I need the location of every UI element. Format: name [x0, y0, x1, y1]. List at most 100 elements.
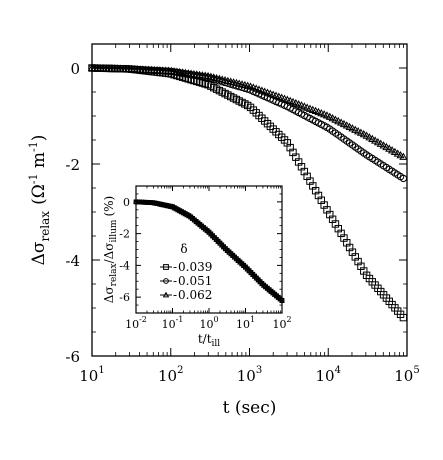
main-x-tick-label: 102: [158, 365, 183, 385]
inset-series-group: [133, 198, 285, 304]
legend-dash: -: [173, 288, 177, 302]
legend-dash: -: [173, 260, 177, 274]
inset-marker: [264, 285, 271, 291]
inset-marker: [266, 287, 272, 293]
inset-marker: [261, 282, 267, 288]
inset-marker: [228, 251, 234, 257]
inset-marker: [275, 294, 282, 300]
inset-marker: [257, 279, 263, 285]
inset-marker: [195, 220, 201, 226]
legend-marker-triangle: [162, 291, 170, 298]
legend-label: 0.062: [178, 288, 212, 302]
main-x-axis-label: t (sec): [223, 398, 277, 418]
inset-marker: [224, 247, 230, 253]
inset-y-tick-label: -6: [119, 291, 130, 304]
main-y-tick-label: 0: [70, 60, 80, 78]
main-y-tick-label: -6: [65, 348, 80, 366]
legend-marker-square: [163, 264, 169, 270]
inset-marker: [253, 275, 260, 281]
inset-marker: [255, 277, 262, 283]
inset-marker: [259, 281, 265, 287]
inset-marker: [213, 237, 220, 243]
main-plot: 101 102 103 104 105 0 -2 -4 -6 t (sec) Δσrelax(Ω…: [27, 43, 420, 418]
inset-marker: [193, 219, 199, 225]
inset-marker: [217, 240, 223, 246]
inset-legend-entry: -0.051: [160, 274, 212, 288]
main-series-group: [87, 63, 408, 322]
inset-x-tick-label: 101: [236, 315, 255, 331]
inset-x-tick-label: 100: [199, 315, 218, 331]
inset-marker: [231, 254, 238, 260]
inset-marker: [240, 262, 247, 268]
inset-y-axis-label: Δσrelax/Δσillum(%): [102, 196, 119, 303]
inset-x-tick-label: 10-1: [162, 315, 184, 331]
inset-marker: [279, 298, 285, 303]
inset-series-triangle: [133, 198, 285, 303]
inset-marker: [251, 273, 258, 279]
inset-marker: [229, 252, 236, 258]
legend-label: 0.039: [178, 260, 212, 274]
main-x-tick-label: 104: [316, 365, 341, 385]
main-y-tick-label: -2: [65, 156, 80, 174]
inset-marker: [204, 228, 210, 234]
inset-plot-frame: [135, 185, 283, 314]
inset-axis-ticks: 10-2 10-1 100 101 102 0 -2 -4 -6: [119, 185, 292, 331]
main-x-tick-label: 101: [79, 365, 104, 385]
inset-marker: [202, 226, 209, 232]
inset-marker: [262, 284, 269, 290]
inset-marker: [191, 217, 198, 223]
inset-marker: [186, 213, 192, 219]
inset-legend: -0.039- 0.051- 0.062: [160, 260, 212, 302]
main-y-tick-label: -4: [65, 252, 80, 270]
main-marker: [399, 152, 408, 160]
inset-marker: [209, 233, 216, 239]
legend-marker-circle: [163, 278, 169, 284]
legend-dash: -: [173, 274, 177, 288]
inset-marker: [244, 266, 251, 272]
inset-x-axis-label: t/till: [198, 332, 220, 349]
inset-legend-entry: -0.039: [160, 260, 212, 274]
inset-marker: [215, 238, 221, 244]
inset-y-tick-label: 0: [123, 196, 130, 209]
inset-marker: [277, 296, 283, 302]
inset-marker: [242, 264, 249, 270]
inset-y-tick-label: -4: [119, 259, 130, 272]
inset-marker: [206, 229, 212, 235]
inset-plot: 10-2 10-1 100 101 102 0 -2 -4 -6 t/till Δσrelax/…: [102, 185, 292, 349]
inset-marker: [250, 271, 256, 277]
inset-marker: [208, 231, 214, 237]
inset-marker: [268, 288, 274, 294]
inset-marker: [198, 223, 205, 229]
inset-y-tick-label: -2: [119, 228, 130, 241]
inset-x-tick-label: 10-2: [125, 315, 147, 331]
inset-marker: [222, 246, 229, 252]
inset-marker: [235, 257, 241, 263]
inset-marker: [237, 259, 243, 265]
inset-marker: [226, 249, 232, 255]
inset-x-tick-label: 102: [272, 315, 291, 331]
inset-marker: [273, 293, 280, 299]
inset-marker: [233, 256, 240, 262]
inset-marker: [188, 214, 194, 220]
inset-marker: [270, 290, 276, 296]
legend-label: 0.051: [178, 274, 212, 288]
main-y-axis-label-sub: relax: [38, 211, 52, 242]
inset-marker: [239, 261, 245, 267]
inset-marker: [211, 235, 218, 241]
inset-legend-entry: -0.062: [160, 288, 212, 302]
main-marker: [399, 174, 408, 183]
inset-marker: [219, 242, 225, 248]
main-x-tick-label: 103: [237, 365, 262, 385]
main-marker: [399, 313, 408, 322]
inset-marker: [248, 270, 254, 276]
main-x-tick-label: 105: [394, 365, 419, 385]
inset-marker: [220, 244, 227, 250]
main-axis-ticks: 101 102 103 104 105 0 -2 -4 -6: [65, 43, 420, 385]
inset-marker: [200, 225, 207, 231]
inset-legend-title: δ: [180, 242, 187, 256]
inset-marker: [271, 291, 278, 297]
inset-marker: [246, 268, 252, 274]
main-y-axis-label: Δσrelax(Ω-1 m-1): [27, 135, 52, 266]
main-series-triangle: [87, 63, 408, 160]
